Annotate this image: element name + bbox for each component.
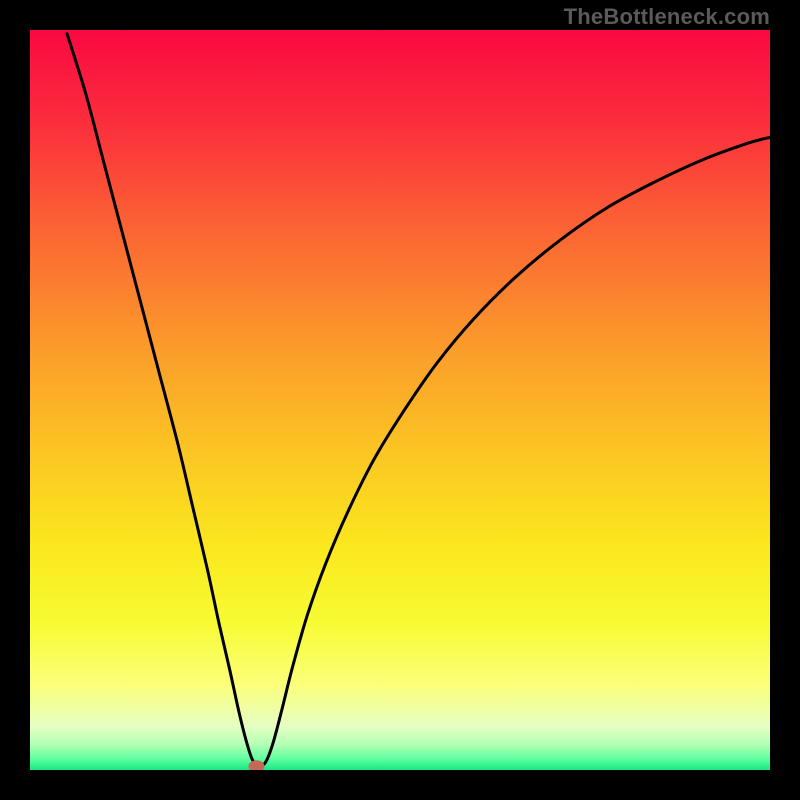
plot-area (30, 30, 770, 770)
chart-container: TheBottleneck.com (0, 0, 800, 800)
watermark-text: TheBottleneck.com (564, 4, 770, 30)
gradient-background (30, 30, 770, 770)
chart-svg (30, 30, 770, 770)
